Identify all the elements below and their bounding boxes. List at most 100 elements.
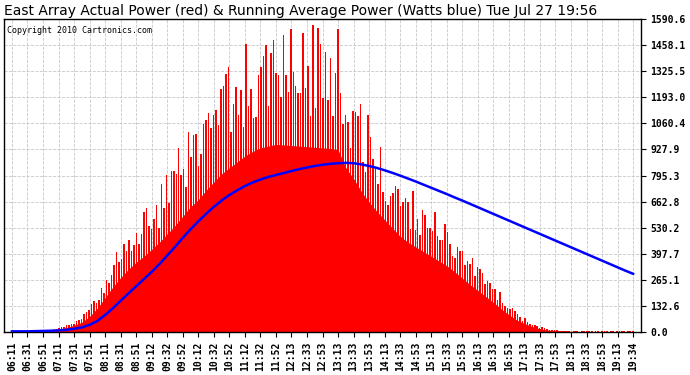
Bar	[559, 331, 560, 332]
Bar	[484, 284, 486, 332]
Bar	[50, 331, 51, 332]
Bar	[322, 98, 324, 332]
Bar	[90, 322, 91, 332]
Bar	[528, 328, 529, 332]
Bar	[348, 275, 350, 332]
Bar	[215, 110, 217, 332]
Bar	[463, 319, 464, 332]
Bar	[116, 252, 117, 332]
Bar	[274, 243, 275, 332]
Bar	[61, 327, 63, 332]
Bar	[136, 232, 137, 332]
Bar	[495, 329, 497, 332]
Bar	[220, 89, 221, 332]
Bar	[63, 327, 65, 332]
Bar	[562, 331, 564, 332]
Bar	[157, 290, 158, 332]
Bar	[498, 323, 500, 332]
Bar	[333, 116, 334, 332]
Bar	[517, 314, 518, 332]
Bar	[117, 296, 119, 332]
Bar	[324, 255, 325, 332]
Bar	[34, 331, 35, 332]
Bar	[535, 330, 537, 332]
Bar	[286, 178, 288, 332]
Bar	[173, 171, 175, 332]
Bar	[164, 286, 166, 332]
Bar	[455, 323, 457, 332]
Bar	[380, 147, 381, 332]
Bar	[262, 307, 263, 332]
Bar	[469, 264, 471, 332]
Bar	[130, 293, 131, 332]
Bar	[400, 206, 401, 332]
Bar	[96, 303, 97, 332]
Bar	[93, 301, 95, 332]
Bar	[75, 327, 76, 332]
Bar	[99, 311, 101, 332]
Bar	[442, 240, 444, 332]
Bar	[384, 272, 385, 332]
Bar	[124, 244, 125, 332]
Bar	[386, 263, 387, 332]
Bar	[468, 316, 469, 332]
Bar	[302, 204, 303, 332]
Bar	[288, 92, 289, 332]
Bar	[169, 280, 170, 332]
Bar	[551, 330, 553, 332]
Bar	[289, 188, 290, 332]
Bar	[68, 325, 70, 332]
Bar	[122, 310, 124, 332]
Bar	[143, 212, 145, 332]
Bar	[221, 250, 223, 332]
Bar	[525, 328, 526, 332]
Bar	[229, 302, 230, 332]
Bar	[377, 184, 379, 332]
Bar	[339, 285, 340, 332]
Bar	[186, 186, 187, 332]
Bar	[190, 157, 192, 332]
Bar	[359, 317, 360, 332]
Bar	[296, 310, 298, 332]
Bar	[127, 291, 128, 332]
Bar	[119, 326, 121, 332]
Bar	[566, 331, 568, 332]
Bar	[423, 271, 425, 332]
Bar	[126, 251, 127, 332]
Bar	[162, 309, 164, 332]
Bar	[321, 206, 323, 332]
Bar	[279, 249, 280, 332]
Bar	[449, 244, 451, 332]
Bar	[305, 88, 306, 332]
Bar	[133, 245, 135, 332]
Bar	[365, 172, 366, 332]
Bar	[55, 331, 57, 332]
Bar	[573, 331, 574, 332]
Bar	[325, 52, 326, 332]
Bar	[376, 238, 377, 332]
Bar	[499, 292, 501, 332]
Bar	[333, 280, 335, 332]
Bar	[372, 159, 374, 332]
Bar	[486, 304, 487, 332]
Bar	[76, 321, 77, 332]
Bar	[431, 283, 432, 332]
Bar	[401, 294, 402, 332]
Bar	[290, 29, 291, 332]
Bar	[448, 280, 450, 332]
Bar	[107, 324, 108, 332]
Bar	[152, 273, 153, 332]
Bar	[355, 112, 356, 332]
Bar	[155, 289, 156, 332]
Bar	[458, 312, 460, 332]
Bar	[477, 267, 478, 332]
Bar	[308, 230, 310, 332]
Bar	[417, 219, 419, 332]
Bar	[335, 73, 336, 332]
Bar	[201, 289, 203, 332]
Bar	[283, 35, 284, 332]
Bar	[474, 276, 475, 332]
Bar	[382, 192, 384, 332]
Bar	[250, 88, 252, 332]
Bar	[232, 301, 233, 332]
